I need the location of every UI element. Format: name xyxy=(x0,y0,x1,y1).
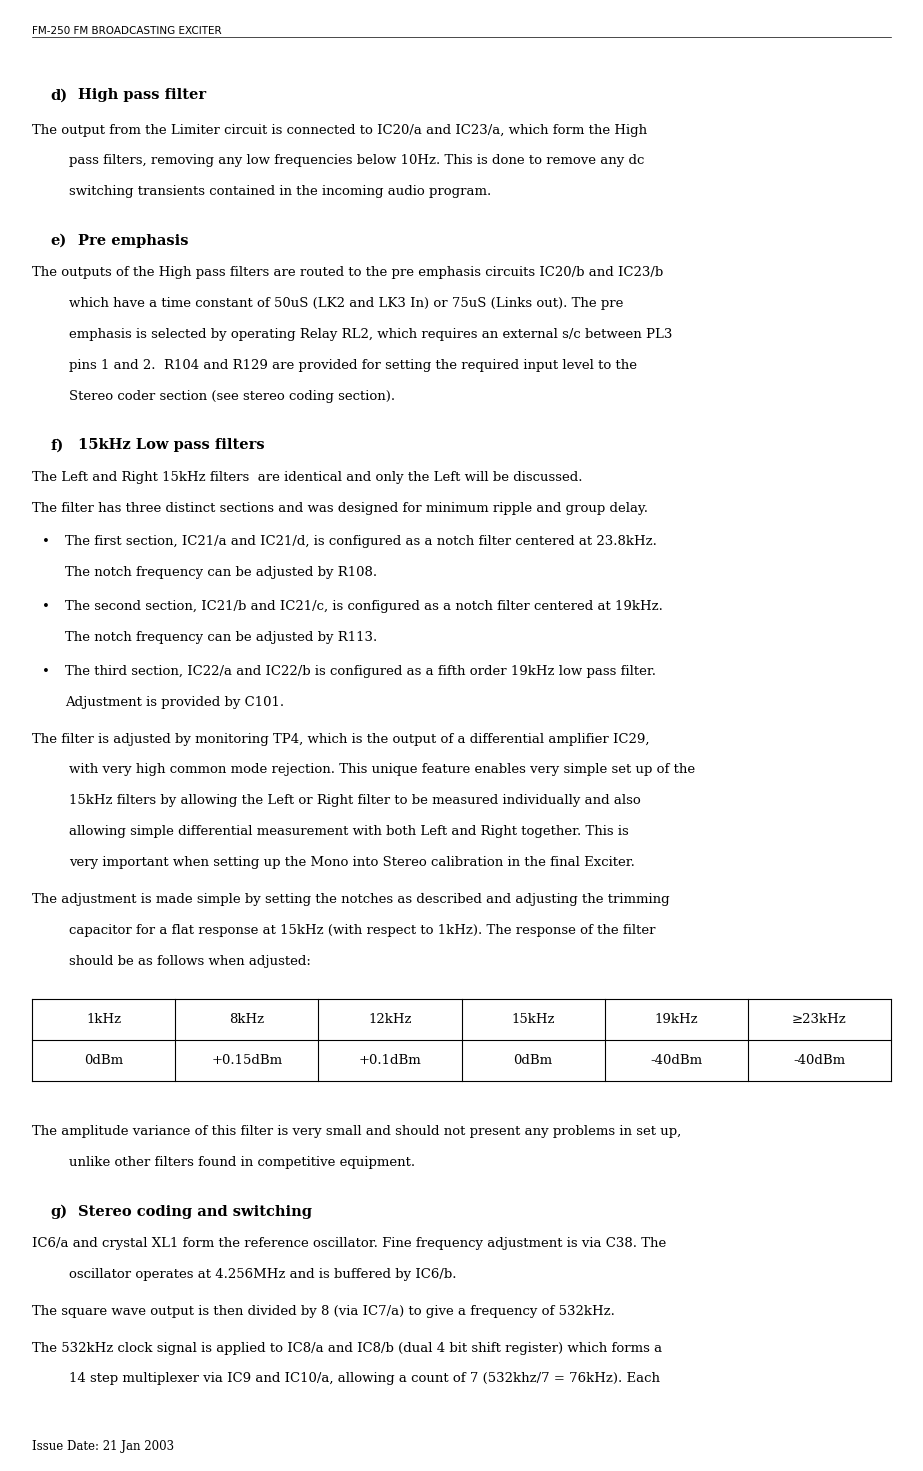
Text: FM-250 FM BROADCASTING EXCITER: FM-250 FM BROADCASTING EXCITER xyxy=(32,26,222,37)
Text: f): f) xyxy=(51,438,64,453)
Text: The Left and Right 15kHz filters  are identical and only the Left will be discus: The Left and Right 15kHz filters are ide… xyxy=(32,471,582,484)
Text: 12kHz: 12kHz xyxy=(368,1014,412,1025)
Text: 15kHz filters by allowing the Left or Right filter to be measured individually a: 15kHz filters by allowing the Left or Ri… xyxy=(69,794,641,808)
Text: The notch frequency can be adjusted by R108.: The notch frequency can be adjusted by R… xyxy=(65,566,377,580)
Text: The outputs of the High pass filters are routed to the pre emphasis circuits IC2: The outputs of the High pass filters are… xyxy=(32,266,664,279)
Text: unlike other filters found in competitive equipment.: unlike other filters found in competitiv… xyxy=(69,1156,415,1169)
Text: The square wave output is then divided by 8 (via IC7/a) to give a frequency of 5: The square wave output is then divided b… xyxy=(32,1305,616,1318)
Text: The output from the Limiter circuit is connected to IC20/a and IC23/a, which for: The output from the Limiter circuit is c… xyxy=(32,124,647,137)
Text: The notch frequency can be adjusted by R113.: The notch frequency can be adjusted by R… xyxy=(65,631,377,644)
Text: The 532kHz clock signal is applied to IC8/a and IC8/b (dual 4 bit shift register: The 532kHz clock signal is applied to IC… xyxy=(32,1342,663,1355)
Text: Stereo coder section (see stereo coding section).: Stereo coder section (see stereo coding … xyxy=(69,390,395,403)
Text: 0dBm: 0dBm xyxy=(513,1055,553,1066)
Text: -40dBm: -40dBm xyxy=(650,1055,702,1066)
Text: d): d) xyxy=(51,88,68,103)
Text: with very high common mode rejection. This unique feature enables very simple se: with very high common mode rejection. Th… xyxy=(69,763,695,777)
Text: 0dBm: 0dBm xyxy=(84,1055,124,1066)
Text: should be as follows when adjusted:: should be as follows when adjusted: xyxy=(69,955,311,968)
Text: The filter is adjusted by monitoring TP4, which is the output of a differential : The filter is adjusted by monitoring TP4… xyxy=(32,733,650,746)
Text: 1kHz: 1kHz xyxy=(86,1014,122,1025)
Text: The amplitude variance of this filter is very small and should not present any p: The amplitude variance of this filter is… xyxy=(32,1125,681,1139)
Text: •: • xyxy=(42,600,50,613)
Text: 14 step multiplexer via IC9 and IC10/a, allowing a count of 7 (532khz/7 = 76kHz): 14 step multiplexer via IC9 and IC10/a, … xyxy=(69,1372,660,1386)
Text: Issue Date: 21 Jan 2003: Issue Date: 21 Jan 2003 xyxy=(32,1440,174,1453)
Text: IC6/a and crystal XL1 form the reference oscillator. Fine frequency adjustment i: IC6/a and crystal XL1 form the reference… xyxy=(32,1237,666,1250)
Text: The filter has three distinct sections and was designed for minimum ripple and g: The filter has three distinct sections a… xyxy=(32,502,648,515)
Text: 8kHz: 8kHz xyxy=(229,1014,265,1025)
Text: -40dBm: -40dBm xyxy=(793,1055,845,1066)
Text: pins 1 and 2.  R104 and R129 are provided for setting the required input level t: pins 1 and 2. R104 and R129 are provided… xyxy=(69,359,637,372)
Text: •: • xyxy=(42,665,50,678)
Text: switching transients contained in the incoming audio program.: switching transients contained in the in… xyxy=(69,185,491,199)
Text: Stereo coding and switching: Stereo coding and switching xyxy=(78,1205,313,1219)
Text: Pre emphasis: Pre emphasis xyxy=(78,234,189,249)
Text: emphasis is selected by operating Relay RL2, which requires an external s/c betw: emphasis is selected by operating Relay … xyxy=(69,328,673,341)
Text: 19kHz: 19kHz xyxy=(654,1014,698,1025)
Text: The adjustment is made simple by setting the notches as described and adjusting : The adjustment is made simple by setting… xyxy=(32,893,670,906)
Text: allowing simple differential measurement with both Left and Right together. This: allowing simple differential measurement… xyxy=(69,825,629,838)
Text: oscillator operates at 4.256MHz and is buffered by IC6/b.: oscillator operates at 4.256MHz and is b… xyxy=(69,1268,457,1281)
Text: g): g) xyxy=(51,1205,68,1219)
Text: 15kHz Low pass filters: 15kHz Low pass filters xyxy=(78,438,265,453)
Text: +0.15dBm: +0.15dBm xyxy=(211,1055,282,1066)
Text: 15kHz: 15kHz xyxy=(511,1014,555,1025)
Text: The third section, IC22/a and IC22/b is configured as a fifth order 19kHz low pa: The third section, IC22/a and IC22/b is … xyxy=(65,665,655,678)
Text: The second section, IC21/b and IC21/c, is configured as a notch filter centered : The second section, IC21/b and IC21/c, i… xyxy=(65,600,663,613)
Text: ≥23kHz: ≥23kHz xyxy=(792,1014,846,1025)
Text: Adjustment is provided by C101.: Adjustment is provided by C101. xyxy=(65,696,283,709)
Text: which have a time constant of 50uS (LK2 and LK3 In) or 75uS (Links out). The pre: which have a time constant of 50uS (LK2 … xyxy=(69,297,624,310)
Text: e): e) xyxy=(51,234,67,249)
Text: capacitor for a flat response at 15kHz (with respect to 1kHz). The response of t: capacitor for a flat response at 15kHz (… xyxy=(69,924,655,937)
Text: very important when setting up the Mono into Stereo calibration in the final Exc: very important when setting up the Mono … xyxy=(69,856,635,869)
Text: +0.1dBm: +0.1dBm xyxy=(359,1055,421,1066)
Text: High pass filter: High pass filter xyxy=(78,88,207,103)
Text: •: • xyxy=(42,535,50,549)
Text: The first section, IC21/a and IC21/d, is configured as a notch filter centered a: The first section, IC21/a and IC21/d, is… xyxy=(65,535,656,549)
Text: pass filters, removing any low frequencies below 10Hz. This is done to remove an: pass filters, removing any low frequenci… xyxy=(69,154,644,168)
